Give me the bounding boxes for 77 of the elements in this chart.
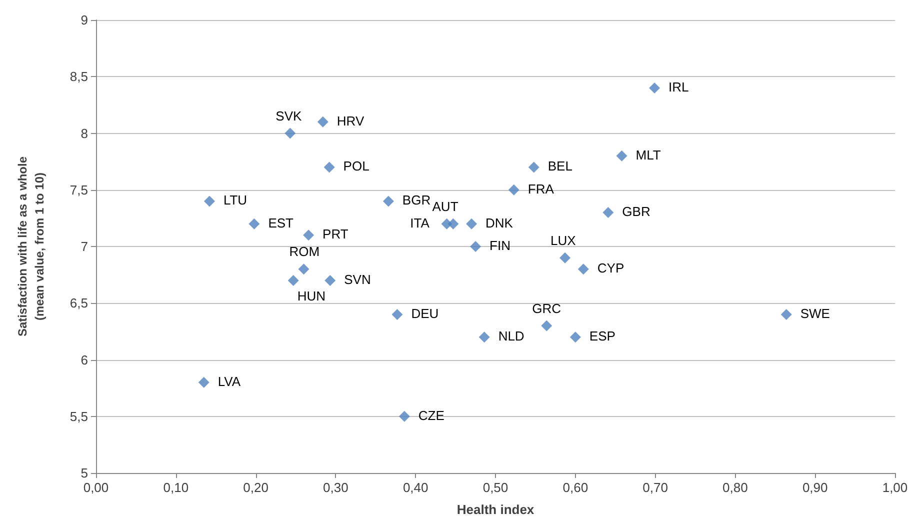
annotation: EST <box>268 215 294 230</box>
x-tick-label: 0,10 <box>163 480 189 495</box>
y-tick-label: 7,5 <box>70 182 88 198</box>
point <box>541 320 552 332</box>
point <box>528 162 540 173</box>
point <box>248 218 260 230</box>
point <box>466 218 478 230</box>
x-tick-label: 0,60 <box>562 480 588 495</box>
point <box>284 128 296 139</box>
y-tick-label: 8,5 <box>70 69 88 84</box>
y-tick-label: 5 <box>80 466 88 480</box>
point <box>578 264 589 275</box>
annotation: LUX <box>550 232 576 248</box>
annotation: AUT <box>432 198 458 214</box>
y-axis-title: Satisfaction with life as a whole (mean value, from 1 to 10) <box>16 156 46 337</box>
point <box>448 218 459 230</box>
x-tick-label: 0,40 <box>402 480 428 495</box>
y-tick-label: 9 <box>80 12 88 28</box>
annotation: CZE <box>418 408 445 423</box>
annotation: ESP <box>589 328 616 344</box>
annotation: SVK <box>276 108 302 124</box>
x-tick-label: 0,30 <box>323 480 348 495</box>
point <box>198 376 210 388</box>
annotation: ITA <box>410 215 430 230</box>
point <box>470 241 482 252</box>
point <box>616 150 628 162</box>
annotation: GRC <box>532 300 562 316</box>
annotation: HRV <box>336 113 364 128</box>
x-axis-title: Health index <box>456 502 535 517</box>
point <box>324 162 335 173</box>
x-tick-label: 1,00 <box>882 480 908 495</box>
annotation: FIN <box>490 238 510 253</box>
x-tick-label: 0,70 <box>642 480 668 495</box>
point <box>303 230 314 241</box>
x-tick-label: 0,90 <box>802 480 828 495</box>
point <box>204 196 215 207</box>
annotation: CYP <box>597 260 624 276</box>
point <box>398 410 410 422</box>
point <box>317 116 328 128</box>
point <box>570 332 581 343</box>
annotation: LVA <box>218 374 241 389</box>
point <box>649 82 660 94</box>
point <box>780 308 792 320</box>
point <box>478 332 490 343</box>
point <box>602 207 614 218</box>
annotation: SWE <box>800 306 830 321</box>
annotation: MLT <box>636 147 661 162</box>
annotation: BEL <box>548 158 572 174</box>
point <box>508 184 520 196</box>
annotation: HUN <box>297 288 326 304</box>
point <box>560 252 571 264</box>
point <box>324 274 336 286</box>
y-tick-label: 5,5 <box>70 408 88 424</box>
y-tick-label: 6 <box>80 352 88 368</box>
point <box>288 274 299 286</box>
annotation: DEU <box>411 306 439 321</box>
annotation: POL <box>343 158 370 174</box>
point <box>392 308 403 320</box>
x-tick-label: 0,00 <box>83 480 109 495</box>
annotation: GBR <box>622 204 650 220</box>
annotation: ROM <box>289 244 320 260</box>
annotation: PRT <box>322 226 348 242</box>
y-tick-label: 7 <box>80 239 88 254</box>
annotation: DNK <box>486 215 514 230</box>
point <box>298 264 310 275</box>
y-tick-label: 6,5 <box>70 296 88 311</box>
annotation: LTU <box>223 192 248 208</box>
x-tick-label: 0,20 <box>243 480 268 495</box>
x-tick-label: 0,50 <box>482 480 508 495</box>
x-tick-label: 0,80 <box>722 480 748 495</box>
annotation: NLD <box>498 328 524 344</box>
point <box>382 196 394 207</box>
annotation: SVN <box>344 272 371 287</box>
y-tick-label: 8 <box>80 126 88 141</box>
annotation: BGR <box>402 192 431 208</box>
annotation: FRA <box>528 181 554 196</box>
annotation: IRL <box>668 79 689 94</box>
